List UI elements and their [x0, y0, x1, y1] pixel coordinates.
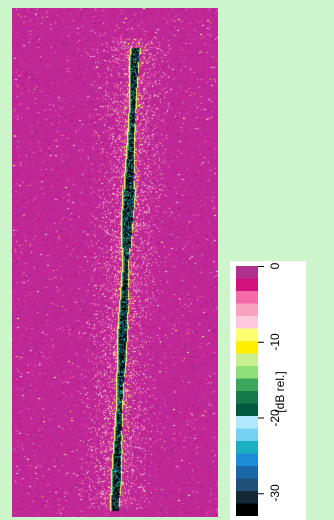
colorbar-swatch [236, 341, 258, 355]
colorbar-swatch [236, 503, 258, 516]
colorbar-swatch [236, 278, 258, 292]
colorbar-swatch [236, 478, 258, 492]
intensity-map [12, 8, 218, 517]
colorbar-tick-label: -30 [268, 484, 282, 502]
colorbar-swatch [236, 303, 258, 317]
colorbar-swatches [236, 266, 264, 516]
colorbar-swatch [236, 491, 258, 505]
colorbar-swatch [236, 291, 258, 305]
colorbar-swatch [236, 453, 258, 467]
colorbar-swatch [236, 366, 258, 380]
colorbar-tick-label: -10 [268, 333, 282, 351]
colorbar-swatch [236, 428, 258, 442]
colorbar-swatch [236, 378, 258, 392]
colorbar-swatch [236, 316, 258, 330]
colorbar-tick-label: 0 [268, 262, 282, 270]
colorbar-swatch [236, 266, 258, 280]
colorbar-swatch [236, 416, 258, 430]
colorbar-swatch [236, 328, 258, 342]
colorbar: 0 -10 -20 -30 [dB rel.] [230, 261, 306, 520]
colorbar-swatch [236, 353, 258, 367]
colorbar-swatch [236, 441, 258, 455]
colorbar-swatch [236, 391, 258, 405]
colorbar-units-label: [dB rel.] [273, 371, 287, 413]
colorbar-swatch [236, 466, 258, 480]
colorbar-swatch [236, 403, 258, 417]
